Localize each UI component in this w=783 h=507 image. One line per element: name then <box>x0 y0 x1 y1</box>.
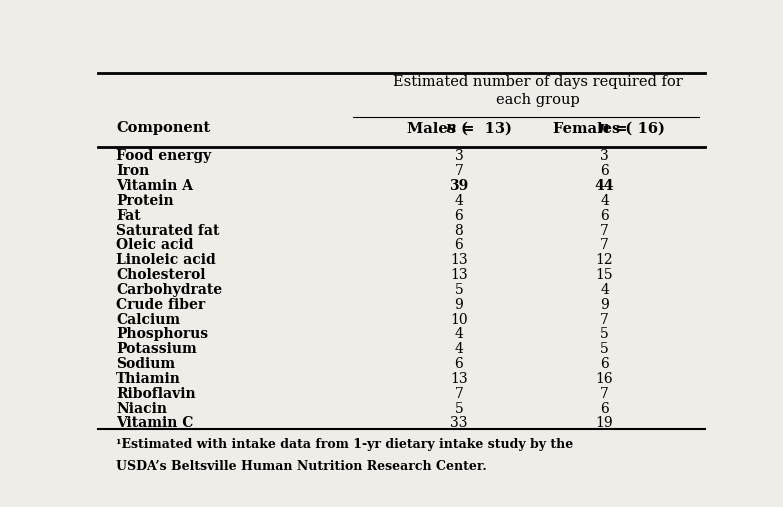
Text: Sodium: Sodium <box>116 357 175 371</box>
Text: 6: 6 <box>601 402 609 416</box>
Text: 7: 7 <box>454 387 464 401</box>
Text: 6: 6 <box>455 209 464 223</box>
Text: Potassium: Potassium <box>116 342 197 356</box>
Text: 15: 15 <box>596 268 613 282</box>
Text: Component: Component <box>116 121 210 135</box>
Text: 12: 12 <box>596 253 613 267</box>
Text: 19: 19 <box>596 416 613 430</box>
Text: 6: 6 <box>601 209 609 223</box>
Text: 9: 9 <box>601 298 609 312</box>
Text: 3: 3 <box>601 150 609 163</box>
Text: n: n <box>445 121 456 135</box>
Text: ¹Estimated with intake data from 1-yr dietary intake study by the: ¹Estimated with intake data from 1-yr di… <box>116 439 573 451</box>
Text: 13: 13 <box>450 268 467 282</box>
Text: Linoleic acid: Linoleic acid <box>116 253 216 267</box>
Text: Thiamin: Thiamin <box>116 372 181 386</box>
Text: 6: 6 <box>601 357 609 371</box>
Text: 5: 5 <box>601 342 609 356</box>
Text: n: n <box>598 121 609 135</box>
Text: 4: 4 <box>454 328 464 341</box>
Text: 7: 7 <box>600 387 609 401</box>
Text: 44: 44 <box>595 179 615 193</box>
Text: 4: 4 <box>600 283 609 297</box>
Text: =  13): = 13) <box>452 121 511 135</box>
Text: 13: 13 <box>450 372 467 386</box>
Text: Saturated fat: Saturated fat <box>116 224 219 238</box>
Text: Males (: Males ( <box>407 121 468 135</box>
Text: 4: 4 <box>454 342 464 356</box>
Text: 3: 3 <box>455 150 464 163</box>
Text: Phosphorus: Phosphorus <box>116 328 208 341</box>
Text: 10: 10 <box>450 312 467 327</box>
Text: 7: 7 <box>600 312 609 327</box>
Text: 5: 5 <box>455 402 464 416</box>
Text: 5: 5 <box>601 328 609 341</box>
Text: Vitamin A: Vitamin A <box>116 179 193 193</box>
Text: Cholesterol: Cholesterol <box>116 268 206 282</box>
Text: Niacin: Niacin <box>116 402 167 416</box>
Text: 4: 4 <box>454 194 464 208</box>
Text: =  16): = 16) <box>605 121 665 135</box>
Text: 13: 13 <box>450 253 467 267</box>
Text: Females (: Females ( <box>553 121 632 135</box>
Text: 5: 5 <box>455 283 464 297</box>
Text: Riboflavin: Riboflavin <box>116 387 196 401</box>
Text: 8: 8 <box>455 224 464 238</box>
Text: Oleic acid: Oleic acid <box>116 238 193 252</box>
Text: Food energy: Food energy <box>116 150 211 163</box>
Text: 9: 9 <box>455 298 464 312</box>
Text: Protein: Protein <box>116 194 174 208</box>
Text: 6: 6 <box>455 238 464 252</box>
Text: USDA’s Beltsville Human Nutrition Research Center.: USDA’s Beltsville Human Nutrition Resear… <box>116 460 487 473</box>
Text: Crude fiber: Crude fiber <box>116 298 205 312</box>
Text: Calcium: Calcium <box>116 312 180 327</box>
Text: 7: 7 <box>600 238 609 252</box>
Text: Carbohydrate: Carbohydrate <box>116 283 222 297</box>
Text: Iron: Iron <box>116 164 150 178</box>
Text: 6: 6 <box>455 357 464 371</box>
Text: 33: 33 <box>450 416 467 430</box>
Text: 4: 4 <box>600 194 609 208</box>
Text: 7: 7 <box>454 164 464 178</box>
Text: 7: 7 <box>600 224 609 238</box>
Text: Estimated number of days required for
each group: Estimated number of days required for ea… <box>393 75 683 107</box>
Text: 39: 39 <box>449 179 468 193</box>
Text: 16: 16 <box>596 372 613 386</box>
Text: Fat: Fat <box>116 209 141 223</box>
Text: 6: 6 <box>601 164 609 178</box>
Text: Vitamin C: Vitamin C <box>116 416 193 430</box>
